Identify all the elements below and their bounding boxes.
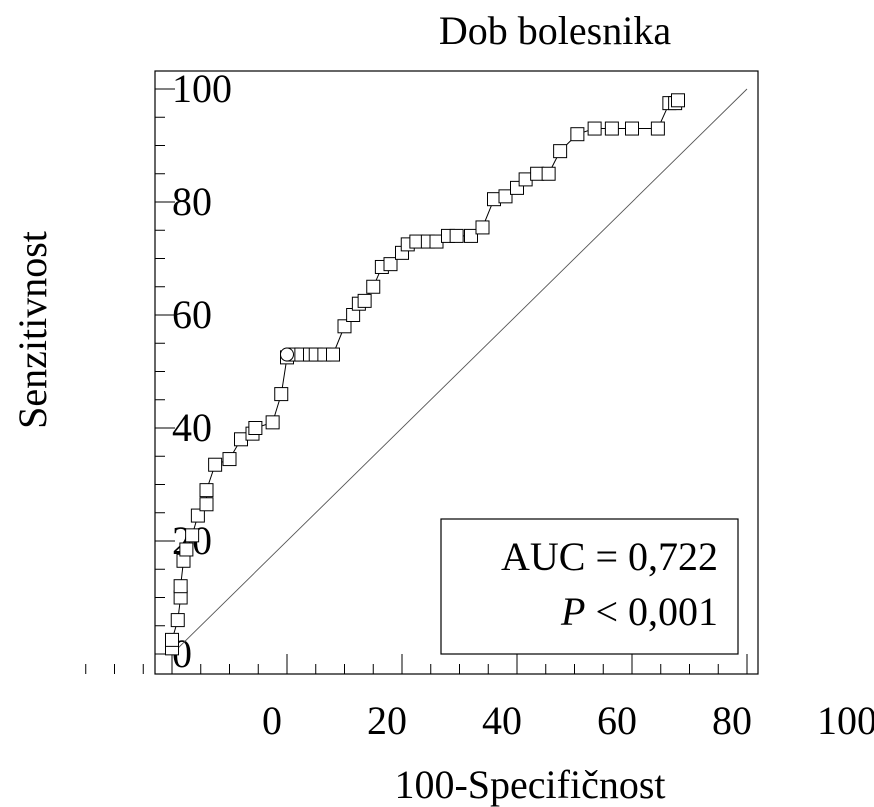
roc-point-marker	[587, 121, 602, 136]
roc-point-marker	[222, 452, 237, 467]
optimal-cutoff-marker	[280, 347, 294, 362]
x-axis-label: 100-Specifičnost	[394, 762, 665, 807]
annotation-box: AUC = 0,722 P < 0,001	[440, 518, 739, 655]
x-tick-label: 20	[367, 698, 407, 743]
p-symbol: P	[560, 589, 585, 634]
y-tick-label: 40	[172, 405, 212, 450]
roc-point-marker	[199, 483, 214, 498]
roc-point-marker	[337, 319, 352, 334]
y-tick-label: 60	[172, 292, 212, 337]
roc-point-marker	[366, 279, 381, 294]
roc-point-marker	[185, 528, 200, 543]
roc-point-marker	[357, 293, 372, 308]
roc-point-marker	[475, 220, 490, 235]
x-tick-label: 0	[262, 698, 282, 743]
roc-point-marker	[199, 497, 214, 512]
y-tick-label: 100	[172, 66, 232, 111]
roc-point-marker	[553, 144, 568, 159]
roc-point-marker	[165, 632, 179, 647]
roc-point-marker	[265, 415, 280, 430]
roc-point-marker	[248, 421, 263, 435]
roc-point-marker	[541, 166, 556, 181]
roc-point-marker	[190, 508, 205, 523]
roc-point-marker	[464, 228, 478, 243]
roc-point-marker	[671, 93, 685, 108]
x-tick-label: 60	[597, 698, 637, 743]
roc-point-marker	[173, 579, 188, 594]
plot-frame	[154, 70, 759, 675]
p-value-label: P < 0,001	[560, 589, 718, 634]
roc-point-marker	[498, 189, 513, 204]
x-tick-label: 80	[712, 698, 752, 743]
roc-markers	[165, 93, 685, 656]
x-axis: 0 20 40 60 80 100	[85, 654, 874, 743]
p-value: < 0,001	[585, 589, 718, 634]
y-tick-label: 80	[172, 179, 212, 224]
roc-point-marker	[326, 347, 340, 362]
roc-point-marker	[179, 542, 194, 557]
roc-point-marker	[383, 257, 398, 272]
x-tick-label: 40	[482, 698, 522, 743]
roc-point-marker	[449, 228, 464, 243]
roc-point-marker	[650, 121, 665, 136]
roc-point-marker	[208, 457, 223, 472]
auc-label: AUC = 0,722	[501, 534, 718, 579]
x-tick-label: 100	[817, 698, 874, 743]
roc-point-marker	[570, 127, 585, 142]
chart-title: Dob bolesnika	[439, 8, 671, 53]
roc-point-marker	[625, 121, 639, 136]
y-axis-label: Senzitivnost	[10, 231, 55, 429]
reference-diagonal-line	[171, 88, 748, 655]
roc-point-marker	[274, 387, 289, 402]
roc-point-marker	[170, 613, 185, 628]
roc-point-marker	[604, 121, 619, 136]
